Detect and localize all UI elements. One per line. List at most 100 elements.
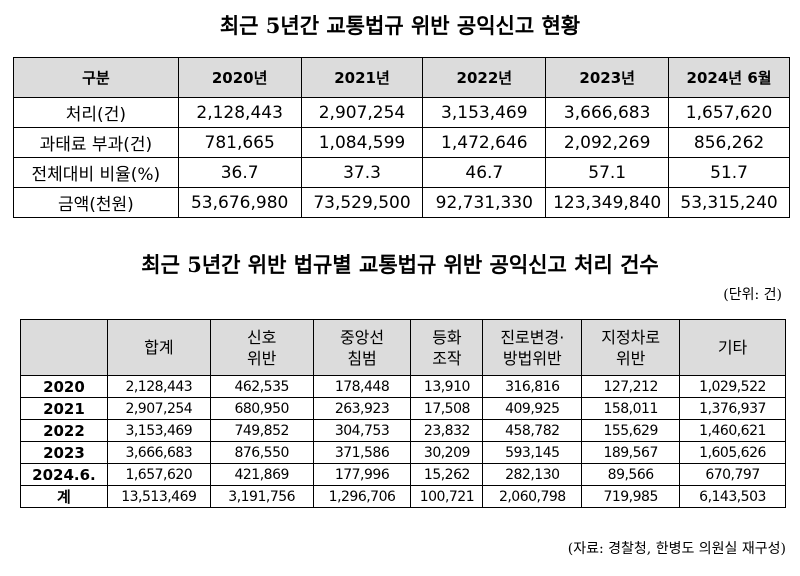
table-cell: 2,907,254	[106, 397, 211, 420]
table1-header-cell: 2022년	[422, 57, 547, 98]
table-cell: 1,657,620	[668, 97, 790, 128]
table-cell: 421,869	[209, 463, 314, 486]
table2-header-row: 합계 신호 위반 중앙선 침범 등화 조작 진로변경· 방법위반 지정차로 위반 기타	[20, 319, 786, 376]
table2-header-cell: 중앙선 침범	[312, 319, 412, 376]
table-cell: 73,529,500	[300, 187, 424, 218]
table-cell: 1,460,621	[679, 419, 786, 442]
table-cell: 13,513,469	[106, 485, 211, 508]
table-cell: 177,996	[312, 463, 412, 486]
row-label: 과태료 부과(건)	[13, 127, 179, 158]
table-cell: 316,816	[482, 375, 583, 398]
table-cell: 3,191,756	[209, 485, 314, 508]
table-cell: 462,535	[209, 375, 314, 398]
table2-header-cell: 지정차로 위반	[581, 319, 681, 376]
table1-header-cell: 2023년	[545, 57, 670, 98]
table-cell: 282,130	[482, 463, 583, 486]
table1-header-cell: 2024년 6월	[668, 57, 790, 98]
table-cell: 2,128,443	[177, 97, 302, 128]
table-cell: 53,315,240	[668, 187, 790, 218]
table-cell: 371,586	[312, 441, 412, 464]
row-label: 2022	[20, 419, 108, 442]
table-cell: 155,629	[581, 419, 681, 442]
table2-title: 최근 5년간 위반 법규별 교통법규 위반 공익신고 처리 건수	[141, 252, 659, 277]
row-label: 처리(건)	[13, 97, 179, 128]
table-cell: 51.7	[668, 157, 790, 188]
table-row: 2023 3,666,683 876,550 371,586 30,209 593,145…	[20, 441, 786, 464]
table-row: 2022 3,153,469 749,852 304,753 23,832 458,782…	[20, 419, 786, 442]
table-cell: 57.1	[545, 157, 670, 188]
table-cell: 3,153,469	[422, 97, 547, 128]
table-cell: 593,145	[482, 441, 583, 464]
table-row: 금액(천원) 53,676,980 73,529,500 92,731,330 …	[13, 187, 790, 218]
table-cell: 13,910	[410, 375, 484, 398]
table-row: 2024.6. 1,657,620 421,869 177,996 15,262 282,…	[20, 463, 786, 486]
table-cell: 46.7	[422, 157, 547, 188]
table-cell: 92,731,330	[422, 187, 547, 218]
table-row: 2021 2,907,254 680,950 263,923 17,508 409,925…	[20, 397, 786, 420]
table-cell: 2,092,269	[545, 127, 670, 158]
table-cell: 1,605,626	[679, 441, 786, 464]
table-cell: 856,262	[668, 127, 790, 158]
unit-label: (단위: 건)	[723, 287, 782, 303]
table-cell: 178,448	[312, 375, 412, 398]
row-label: 전체대비 비율(%)	[13, 157, 179, 188]
table-cell: 263,923	[312, 397, 412, 420]
table-row: 2020 2,128,443 462,535 178,448 13,910 316,816…	[20, 375, 786, 398]
table-cell: 876,550	[209, 441, 314, 464]
table-cell: 2,060,798	[482, 485, 583, 508]
table-cell: 1,029,522	[679, 375, 786, 398]
status-table: 구분 2020년 2021년 2022년 2023년 2024년 6월 처리(건…	[13, 57, 790, 218]
table-cell: 1,657,620	[106, 463, 211, 486]
table-row: 과태료 부과(건) 781,665 1,084,599 1,472,646 2,…	[13, 127, 790, 158]
table-row: 처리(건) 2,128,443 2,907,254 3,153,469 3,66…	[13, 97, 790, 128]
source-note: (자료: 경찰청, 한병도 의원실 재구성)	[567, 541, 786, 557]
table1-header-cell: 2021년	[300, 57, 424, 98]
table-cell: 3,666,683	[106, 441, 211, 464]
table-cell: 30,209	[410, 441, 484, 464]
table-cell: 458,782	[482, 419, 583, 442]
table-cell: 37.3	[300, 157, 424, 188]
row-label: 2024.6.	[20, 463, 108, 486]
table-cell: 100,721	[410, 485, 484, 508]
table-cell: 409,925	[482, 397, 583, 420]
table2-header-cell	[20, 319, 108, 376]
row-label: 금액(천원)	[13, 187, 179, 218]
table-cell: 36.7	[177, 157, 302, 188]
violation-table: 합계 신호 위반 중앙선 침범 등화 조작 진로변경· 방법위반 지정차로 위반 기타 2…	[20, 319, 786, 508]
table-cell: 1,376,937	[679, 397, 786, 420]
table-cell: 17,508	[410, 397, 484, 420]
row-label: 계	[20, 485, 108, 508]
table-cell: 15,262	[410, 463, 484, 486]
table-cell: 1,084,599	[300, 127, 424, 158]
table-cell: 1,472,646	[422, 127, 547, 158]
table1-title: 최근 5년간 교통법규 위반 공익신고 현황	[219, 13, 581, 38]
table-cell: 2,128,443	[106, 375, 211, 398]
row-label: 2021	[20, 397, 108, 420]
table-cell: 89,566	[581, 463, 681, 486]
table-cell: 23,832	[410, 419, 484, 442]
table-cell: 781,665	[177, 127, 302, 158]
table2-header-cell: 진로변경· 방법위반	[482, 319, 583, 376]
table-cell: 6,143,503	[679, 485, 786, 508]
table-cell: 680,950	[209, 397, 314, 420]
table-cell: 670,797	[679, 463, 786, 486]
table2-header-cell: 기타	[679, 319, 786, 376]
table-cell: 3,153,469	[106, 419, 211, 442]
table-cell: 719,985	[581, 485, 681, 508]
table-cell: 2,907,254	[300, 97, 424, 128]
table-cell: 3,666,683	[545, 97, 670, 128]
table1-header-cell: 2020년	[177, 57, 302, 98]
table-cell: 304,753	[312, 419, 412, 442]
table-cell: 127,212	[581, 375, 681, 398]
table1-header-cell: 구분	[13, 57, 179, 98]
table-row: 계 13,513,469 3,191,756 1,296,706 100,721 2,06…	[20, 485, 786, 508]
row-label: 2023	[20, 441, 108, 464]
table-cell: 53,676,980	[177, 187, 302, 218]
table-cell: 123,349,840	[545, 187, 670, 218]
table2-header-cell: 합계	[106, 319, 211, 376]
table2-header-cell: 등화 조작	[410, 319, 484, 376]
table2-header-cell: 신호 위반	[209, 319, 314, 376]
table1-header-row: 구분 2020년 2021년 2022년 2023년 2024년 6월	[13, 57, 790, 98]
table-cell: 749,852	[209, 419, 314, 442]
table-cell: 1,296,706	[312, 485, 412, 508]
